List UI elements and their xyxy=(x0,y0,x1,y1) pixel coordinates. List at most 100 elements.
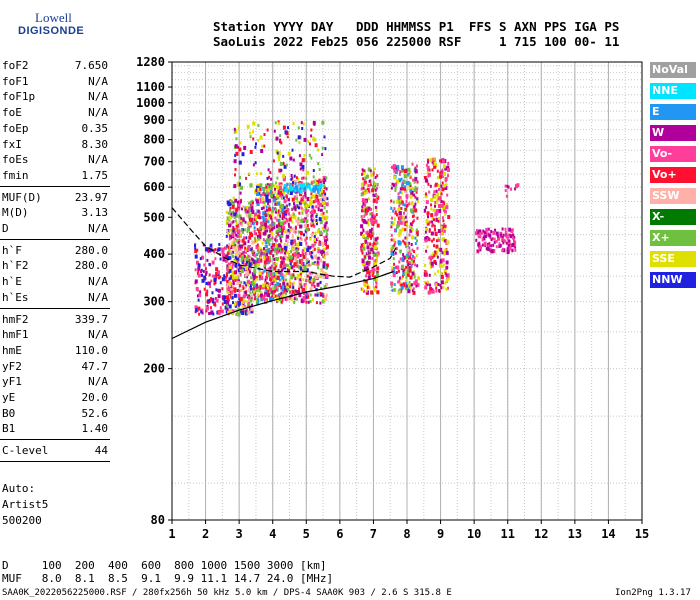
data-point xyxy=(240,185,244,190)
legend-item-ssw: SSW xyxy=(650,188,696,204)
data-point xyxy=(292,285,295,289)
data-point xyxy=(446,266,449,269)
data-point xyxy=(368,179,371,183)
data-point xyxy=(232,255,235,258)
data-point xyxy=(239,221,242,225)
legend-item-vominus: Vo- xyxy=(650,146,696,162)
data-point xyxy=(256,300,259,304)
data-point xyxy=(367,223,370,227)
param-name: fxI xyxy=(2,137,22,151)
data-point xyxy=(309,280,312,284)
data-point xyxy=(291,220,294,224)
data-point xyxy=(290,265,294,270)
data-point xyxy=(314,262,317,266)
data-point xyxy=(220,309,224,314)
data-point xyxy=(490,244,493,248)
data-point xyxy=(437,219,440,223)
data-point xyxy=(285,250,289,255)
data-point xyxy=(323,236,326,240)
data-point xyxy=(244,291,247,295)
y-tick-label: 200 xyxy=(143,362,165,376)
data-point xyxy=(319,208,322,212)
data-point xyxy=(311,205,314,209)
data-point xyxy=(245,213,248,217)
data-point xyxy=(295,297,298,301)
data-point xyxy=(247,283,249,287)
data-point xyxy=(316,180,320,185)
data-point xyxy=(435,283,438,287)
data-point xyxy=(433,194,437,199)
data-point xyxy=(285,263,288,267)
data-point xyxy=(324,297,327,301)
data-point xyxy=(258,226,261,230)
data-point xyxy=(394,251,397,255)
data-point xyxy=(197,298,200,302)
data-point xyxy=(411,248,414,252)
data-point xyxy=(237,268,241,273)
data-point xyxy=(498,242,501,246)
data-point xyxy=(259,135,263,140)
data-point xyxy=(408,249,411,253)
data-point xyxy=(366,270,370,275)
data-point xyxy=(396,165,400,169)
data-point xyxy=(424,230,427,234)
data-point xyxy=(366,183,369,187)
data-point xyxy=(479,232,482,236)
data-point xyxy=(274,216,277,220)
data-point xyxy=(391,182,394,186)
data-point xyxy=(496,234,499,238)
data-point xyxy=(226,284,229,288)
data-point xyxy=(244,309,248,314)
data-point xyxy=(362,207,365,210)
x-tick-label: 5 xyxy=(303,527,310,541)
data-point xyxy=(272,286,275,290)
data-point xyxy=(396,199,400,204)
data-point xyxy=(400,207,403,210)
data-point xyxy=(303,153,306,157)
data-point xyxy=(234,304,237,308)
data-point xyxy=(443,248,447,253)
data-point xyxy=(228,242,231,246)
data-point xyxy=(232,262,234,266)
data-point xyxy=(301,158,305,163)
data-point xyxy=(217,276,220,280)
data-point xyxy=(431,220,434,224)
data-point xyxy=(239,200,242,204)
data-point xyxy=(264,244,267,248)
data-point xyxy=(294,289,297,293)
data-point xyxy=(273,184,276,188)
data-point xyxy=(299,259,302,263)
data-point xyxy=(259,277,261,281)
data-point xyxy=(260,193,262,197)
data-point xyxy=(372,180,375,184)
data-point xyxy=(431,160,434,164)
data-point xyxy=(247,271,250,275)
data-point xyxy=(219,275,222,279)
data-point xyxy=(252,279,255,283)
data-point xyxy=(299,192,303,197)
data-point xyxy=(278,283,282,287)
data-point xyxy=(250,205,254,210)
data-point xyxy=(249,298,253,303)
data-point xyxy=(280,248,282,252)
data-point xyxy=(240,252,243,256)
data-point xyxy=(441,168,444,172)
data-point xyxy=(506,247,509,251)
data-point xyxy=(278,243,282,248)
data-point xyxy=(264,222,268,227)
data-point xyxy=(310,134,313,138)
data-point xyxy=(365,212,368,216)
data-point xyxy=(234,153,237,157)
data-point xyxy=(306,263,309,267)
data-point xyxy=(310,181,313,185)
data-point xyxy=(306,197,310,201)
data-point xyxy=(297,126,300,130)
data-point xyxy=(433,224,436,228)
data-point xyxy=(241,304,244,308)
data-point xyxy=(416,197,419,201)
data-point xyxy=(243,241,247,246)
data-point xyxy=(407,283,410,287)
data-point xyxy=(251,240,255,245)
y-tick-label: 700 xyxy=(143,155,165,169)
data-point xyxy=(225,272,228,276)
